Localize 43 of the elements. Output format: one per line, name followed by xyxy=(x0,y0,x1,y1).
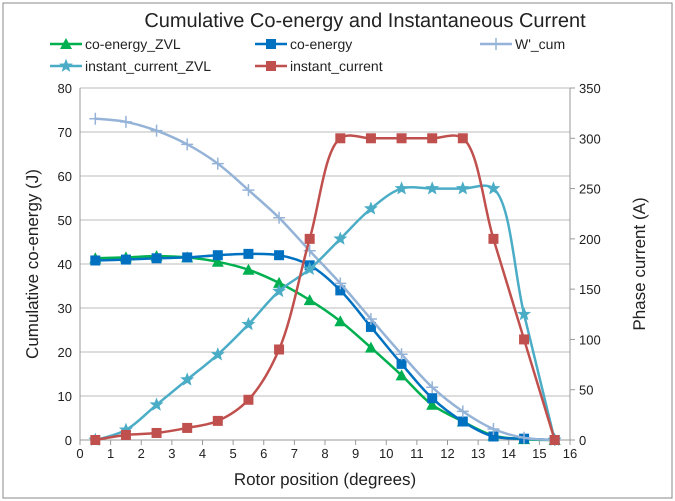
x-tick-label: 14 xyxy=(502,446,516,461)
chart-title: Cumulative Co-energy and Instantaneous Current xyxy=(144,10,586,32)
x-tick-label: 2 xyxy=(138,446,145,461)
y2-tick-label: 50 xyxy=(579,382,594,398)
x-tick-label: 16 xyxy=(562,446,578,461)
y2-tick-label: 0 xyxy=(579,433,586,448)
x-tick-label: 6 xyxy=(260,446,268,461)
x-axis-title: Rotor position (degrees) xyxy=(234,470,416,489)
x-tick-label: 8 xyxy=(321,446,329,461)
x-tick-label: 9 xyxy=(352,446,360,461)
x-tick-label: 0 xyxy=(76,446,84,461)
y2-tick-label: 350 xyxy=(579,81,601,96)
y2-axis-title: Phase current (A) xyxy=(630,197,649,331)
x-tick-label: 12 xyxy=(440,446,455,461)
y2-tick-label: 200 xyxy=(579,232,601,247)
x-tick-label: 1 xyxy=(107,446,114,461)
x-tick-label: 13 xyxy=(470,446,486,461)
y-axis-title: Cumulative co-energy (J) xyxy=(23,169,42,359)
x-tick-label: 4 xyxy=(198,446,206,461)
y-tick-label: 40 xyxy=(58,257,72,272)
y-tick-label: 20 xyxy=(58,345,72,360)
y-tick-label: 10 xyxy=(58,389,72,404)
legend-label: W'_cum xyxy=(515,36,566,52)
x-tick-label: 5 xyxy=(230,446,237,461)
y2-tick-label: 100 xyxy=(579,332,601,348)
legend-label: co-energy_ZVL xyxy=(85,36,181,52)
x-tick-label: 15 xyxy=(532,446,547,461)
legend-label: co-energy xyxy=(290,36,352,52)
x-tick-label: 3 xyxy=(168,446,176,461)
legend-label: instant_current_ZVL xyxy=(85,58,212,74)
y-tick-label: 70 xyxy=(58,125,72,140)
y-tick-label: 60 xyxy=(58,169,72,184)
y-tick-label: 30 xyxy=(58,301,72,316)
x-tick-label: 11 xyxy=(410,446,424,461)
y-tick-label: 0 xyxy=(64,433,72,448)
y-tick-label: 50 xyxy=(58,213,72,228)
legend-label: instant_current xyxy=(290,58,383,74)
y2-tick-label: 250 xyxy=(579,182,601,197)
y2-tick-label: 150 xyxy=(579,282,601,298)
y2-tick-label: 300 xyxy=(579,131,601,146)
x-tick-label: 7 xyxy=(290,446,298,461)
x-tick-label: 10 xyxy=(379,446,394,461)
y-tick-label: 80 xyxy=(58,81,72,96)
